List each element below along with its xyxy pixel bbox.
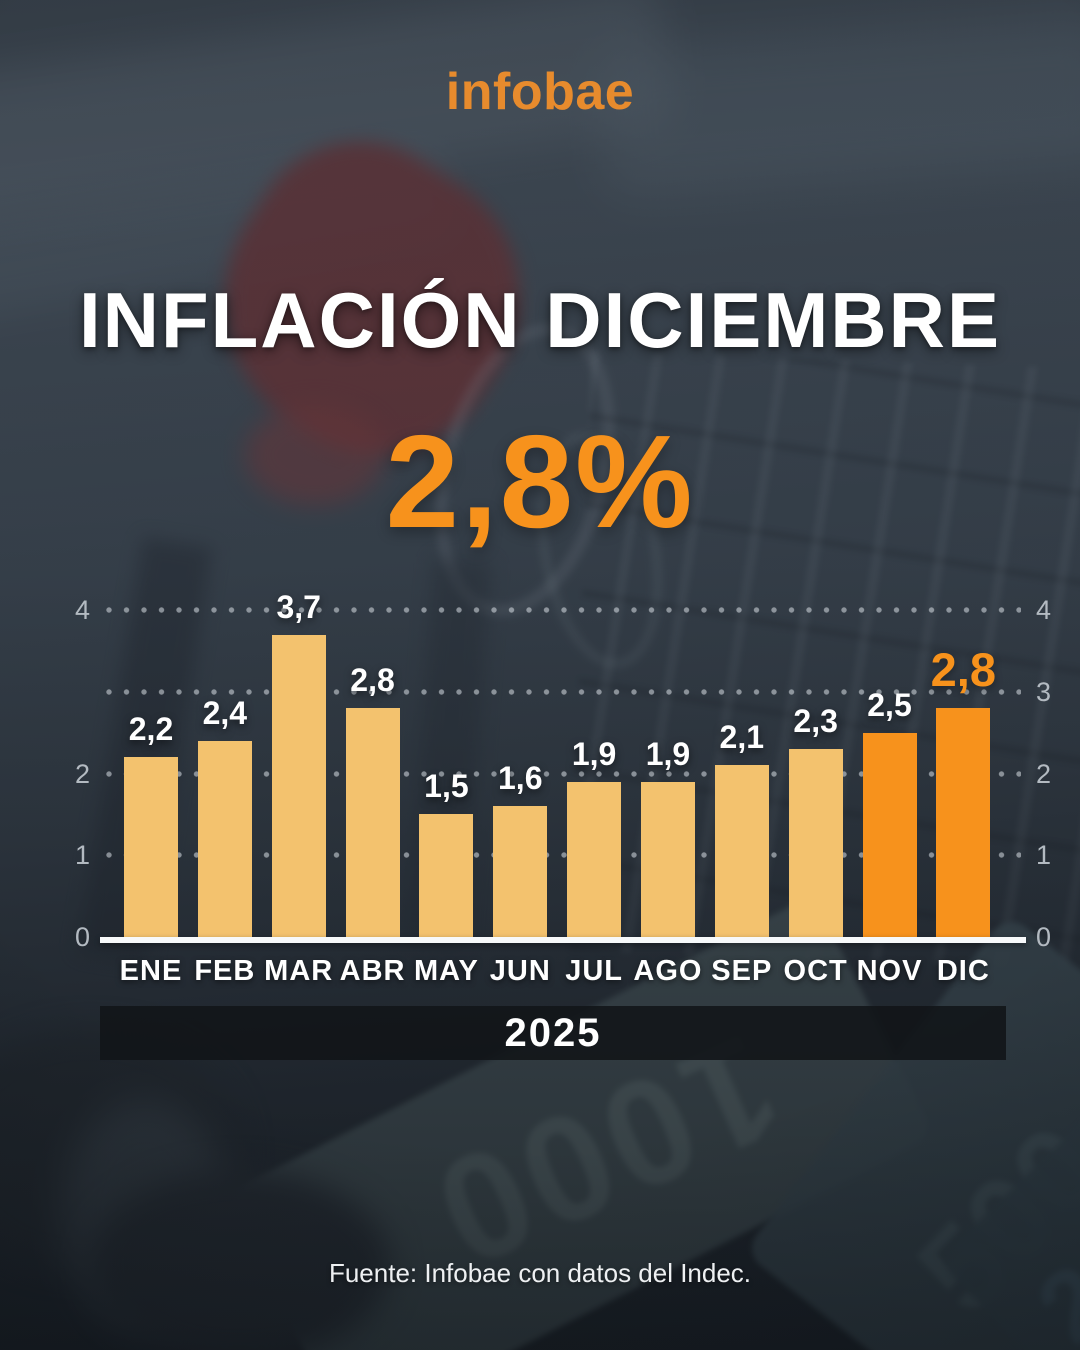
bar-value-label-sep: 2,1 — [719, 719, 765, 756]
bar-value-label-ago: 1,9 — [645, 735, 691, 772]
y-axis-tick-right-4: 4 — [1036, 595, 1052, 625]
bar-value-label-abr: 2,8 — [350, 662, 395, 699]
bar-dic — [936, 708, 991, 937]
month-label-oct: OCT — [783, 955, 848, 987]
month-label-ene: ENE — [119, 955, 183, 987]
y-axis-tick-right-2: 2 — [1036, 758, 1052, 789]
bar-ene — [124, 757, 178, 937]
gridline-dots-4 — [105, 606, 1021, 614]
infobae-logo: infobae — [445, 63, 635, 121]
y-axis-tick-left-1: 1 — [74, 840, 90, 871]
month-label-nov: NOV — [856, 955, 923, 987]
month-label-abr: ABR — [339, 955, 406, 987]
year-label: 2025 — [504, 1010, 602, 1055]
y-axis-tick-left-4: 4 — [74, 595, 90, 625]
month-label-may: MAY — [414, 955, 479, 987]
bar-value-label-mar: 3,7 — [276, 588, 321, 625]
bar-oct — [788, 748, 843, 937]
bar-value-label-ene: 2,2 — [128, 711, 174, 748]
bar-value-label-feb: 2,4 — [202, 694, 248, 731]
bar-value-label-dic: 2,8 — [930, 643, 997, 697]
y-axis-tick-right-0: 0 — [1036, 922, 1052, 952]
bar-value-label-jul: 1,9 — [571, 735, 617, 772]
month-label-jul: JUL — [565, 955, 623, 987]
y-axis-tick-left-0: 0 — [74, 922, 90, 952]
bar-jul — [567, 781, 622, 937]
bar-mar — [271, 634, 326, 937]
bar-value-label-jun: 1,6 — [498, 760, 543, 797]
month-label-dic: DIC — [936, 955, 990, 987]
bar-nov — [862, 732, 917, 937]
year-banner: 2025 — [100, 1006, 1006, 1060]
bar-abr — [345, 708, 400, 937]
month-label-mar: MAR — [264, 955, 334, 987]
month-label-sep: SEP — [711, 955, 773, 987]
page-title: INFLACIÓN DICIEMBRE — [79, 276, 1001, 364]
headline-value: 2,8% — [385, 408, 695, 555]
x-axis-line — [100, 937, 1026, 943]
source-caption: Fuente: Infobae con datos del Indec. — [328, 1258, 752, 1288]
bar-feb — [197, 740, 252, 937]
y-axis-tick-left-2: 2 — [74, 758, 90, 789]
bar-may — [419, 814, 474, 937]
bar-value-label-may: 1,5 — [424, 768, 469, 805]
month-label-feb: FEB — [194, 955, 256, 987]
month-label-jun: JUN — [489, 955, 551, 987]
y-axis-tick-right-3: 3 — [1036, 676, 1052, 707]
bar-value-label-oct: 2,3 — [793, 702, 838, 739]
y-axis-tick-right-1: 1 — [1036, 840, 1052, 871]
bar-jun — [493, 806, 548, 937]
bar-value-label-nov: 2,5 — [867, 686, 912, 723]
bar-sep — [714, 765, 769, 937]
month-label-ago: AGO — [633, 955, 703, 987]
bar-ago — [640, 781, 695, 937]
